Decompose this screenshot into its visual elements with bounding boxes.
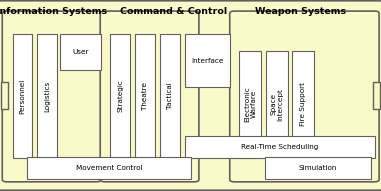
Text: Information Systems: Information Systems [0, 7, 107, 16]
Text: Electronic
Warfare: Electronic Warfare [244, 86, 257, 122]
Text: Space
Intercept: Space Intercept [270, 88, 283, 121]
Text: Weapon Systems: Weapon Systems [255, 7, 347, 16]
FancyBboxPatch shape [2, 11, 101, 182]
Text: User: User [72, 49, 89, 55]
Text: Simulation: Simulation [299, 165, 337, 171]
FancyBboxPatch shape [100, 11, 199, 182]
Text: Strategic: Strategic [117, 79, 123, 112]
Text: Tactical: Tactical [167, 83, 173, 109]
Bar [135, 34, 155, 158]
Bar [110, 34, 130, 158]
Text: Movement Control: Movement Control [76, 165, 142, 171]
Text: Fire Support: Fire Support [300, 82, 306, 126]
Text: Command & Control: Command & Control [120, 7, 227, 16]
Text: Logistics: Logistics [44, 80, 50, 112]
Bar [160, 34, 180, 158]
Bar [13, 34, 32, 158]
Text: Interface: Interface [191, 58, 223, 64]
Bar [373, 82, 380, 109]
Text: Personnel: Personnel [19, 78, 26, 114]
Bar [292, 51, 314, 158]
Bar [60, 34, 101, 70]
Bar [1, 82, 8, 109]
Bar [239, 51, 261, 158]
Text: Theatre: Theatre [142, 82, 148, 110]
Bar [37, 34, 57, 158]
Bar [185, 136, 375, 158]
Bar [27, 157, 191, 179]
Bar [265, 157, 371, 179]
Text: Real-Time Scheduling: Real-Time Scheduling [241, 144, 319, 150]
Bar [266, 51, 288, 158]
Bar [185, 34, 230, 87]
FancyBboxPatch shape [230, 11, 379, 182]
